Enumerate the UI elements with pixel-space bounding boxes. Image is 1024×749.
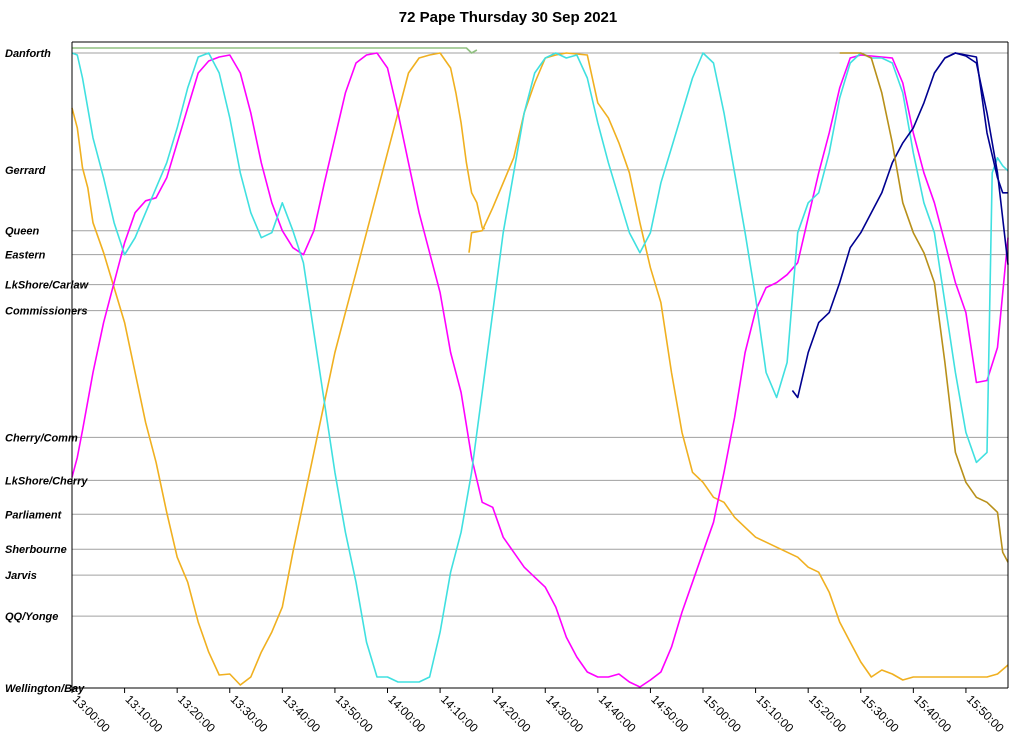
y-axis-labels: Danforth Gerrard Queen Eastern LkShore/Carla… xyxy=(5,48,90,695)
x-tick-label: 13:20:00 xyxy=(175,692,218,735)
x-tick-label: 14:10:00 xyxy=(438,692,481,735)
series-layer xyxy=(71,47,1009,688)
x-tick-label: 15:50:00 xyxy=(964,692,1007,735)
y-tick-label: LkShore/Cherry xyxy=(5,475,88,487)
x-tick-label: 13:40:00 xyxy=(280,692,323,735)
y-tick-label: Cherry/Comm xyxy=(5,432,78,444)
x-tick-label: 13:00:00 xyxy=(70,692,113,735)
series-line-6 xyxy=(944,52,1008,194)
y-tick-label: Eastern xyxy=(5,250,46,262)
series-line-4 xyxy=(71,52,1009,683)
x-tick-label: 15:20:00 xyxy=(806,692,849,735)
y-tick-label: Queen xyxy=(5,226,40,238)
chart-title: 72 Pape Thursday 30 Sep 2021 xyxy=(399,9,617,26)
y-tick-label: Jarvis xyxy=(5,570,37,582)
series-line-1 xyxy=(71,52,486,686)
series-line-5 xyxy=(791,52,1009,399)
y-tick-label: Commissioners xyxy=(5,306,88,318)
x-tick-label: 15:00:00 xyxy=(701,692,744,735)
y-tick-label: Danforth xyxy=(5,48,51,60)
y-tick-label: Gerrard xyxy=(5,165,46,177)
y-tick-label: QQ/Yonge xyxy=(5,611,58,623)
x-tick-label: 14:30:00 xyxy=(543,692,586,735)
x-tick-label: 15:10:00 xyxy=(753,692,796,735)
x-tick-label: 14:20:00 xyxy=(491,692,534,735)
x-tick-label: 14:00:00 xyxy=(385,692,428,735)
axes xyxy=(71,41,1009,689)
x-tick-label: 14:40:00 xyxy=(596,692,639,735)
x-tick-label: 15:30:00 xyxy=(859,692,902,735)
y-tick-label: Sherbourne xyxy=(5,544,67,556)
series-line-3 xyxy=(71,52,1009,688)
y-tick-label: Wellington/Bay xyxy=(5,683,85,695)
x-tick-label: 15:40:00 xyxy=(911,692,954,735)
x-tick-label: 13:50:00 xyxy=(333,692,376,735)
series-line-7 xyxy=(839,52,1009,563)
x-axis-labels: 13:00:00 13:10:00 13:20:00 13:30:00 13:40:00… xyxy=(70,688,1007,735)
y-tick-label: LkShore/Carlaw xyxy=(5,280,90,292)
x-tick-label: 13:10:00 xyxy=(122,692,165,735)
y-tick-label: Parliament xyxy=(5,509,63,521)
series-line-8 xyxy=(72,47,478,54)
x-tick-label: 13:30:00 xyxy=(228,692,271,735)
x-tick-label: 14:50:00 xyxy=(648,692,691,735)
gridlines xyxy=(72,52,1008,689)
series-line-2 xyxy=(468,52,1009,681)
